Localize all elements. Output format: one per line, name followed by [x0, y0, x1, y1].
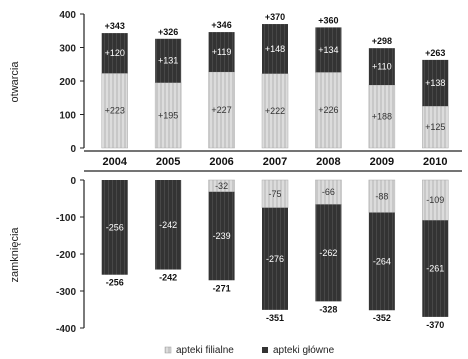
top-label-apteki-filialne-2005: +195	[158, 110, 178, 120]
top-y-tick-label: 300	[59, 44, 76, 55]
top-bar-apteki-filialne-2004	[101, 73, 128, 149]
category-label-2005: 2005	[156, 156, 180, 168]
top-label-apteki-glowne-2009: +110	[372, 62, 392, 72]
top-bar-apteki-glowne-2008	[315, 27, 342, 73]
category-label-2007: 2007	[263, 156, 287, 168]
top-y-tick-label: 200	[59, 77, 76, 88]
top-total-label-2005: +326	[158, 27, 178, 37]
bottom-total-label-2004: -256	[106, 278, 124, 288]
bottom-bar-apteki-glowne-2005	[155, 180, 182, 270]
category-label-2006: 2006	[209, 156, 233, 168]
top-total-label-2004: +343	[105, 21, 125, 31]
bottom-label-apteki-glowne-2009: -264	[373, 256, 391, 266]
bottom-label-apteki-filialne-2007: -75	[268, 189, 281, 199]
top-y-tick-label: 100	[59, 111, 76, 122]
bottom-bar-apteki-glowne-2009	[368, 212, 395, 311]
top-label-apteki-filialne-2006: +227	[211, 105, 231, 115]
bottom-bar-apteki-filialne-2007	[261, 179, 289, 208]
category-label-2010: 2010	[423, 156, 447, 168]
top-label-apteki-glowne-2006: +119	[212, 47, 232, 57]
bottom-label-apteki-glowne-2007: -276	[266, 254, 284, 264]
top-total-label-2010: +263	[425, 48, 445, 58]
category-label-2004: 2004	[102, 156, 127, 168]
top-label-apteki-filialne-2010: +125	[425, 122, 445, 132]
bottom-label-apteki-glowne-2010: -261	[426, 264, 444, 274]
top-total-label-2009: +298	[372, 36, 392, 46]
legend-label-apteki-glowne: apteki główne	[273, 345, 335, 356]
bottom-y-tick-label: -200	[56, 250, 76, 261]
bottom-y-tick-label: -300	[56, 287, 76, 298]
bottom-label-apteki-glowne-2006: -239	[213, 231, 231, 241]
bottom-total-label-2005: -242	[159, 273, 177, 283]
bottom-bar-apteki-filialne-2010	[422, 179, 449, 221]
bottom-y-tick-label: 0	[70, 176, 76, 187]
top-bar-apteki-glowne-2005	[155, 38, 182, 83]
top-total-label-2007: +370	[265, 12, 285, 22]
top-total-label-2008: +360	[318, 15, 338, 25]
bottom-panel-closings: 0 -100 -200 -300 -400 -256 -256 -242 -242 -32 -239…	[56, 176, 449, 335]
bottom-bar-apteki-glowne-2008	[315, 204, 342, 302]
top-bar-apteki-glowne-2006	[208, 32, 235, 72]
bottom-y-tick-label: -400	[56, 324, 76, 335]
top-label-apteki-filialne-2004: +223	[105, 106, 125, 116]
legend-swatch-apteki-glowne	[262, 347, 268, 353]
category-axis: 2004 2005 2006 2007 2008 2009 2010	[84, 150, 462, 172]
top-label-apteki-glowne-2004: +120	[105, 48, 125, 58]
top-bar-apteki-glowne-2010	[422, 59, 449, 107]
top-label-apteki-filialne-2009: +188	[372, 112, 392, 122]
top-total-label-2006: +346	[211, 20, 231, 30]
top-panel-openings: 0 100 200 300 400 +223 +120 +343 +195 +131 +326 +22…	[59, 10, 449, 155]
bottom-label-apteki-glowne-2005: -242	[159, 220, 177, 230]
top-label-apteki-glowne-2010: +138	[425, 78, 445, 88]
bottom-label-apteki-filialne-2006: -32	[215, 181, 228, 191]
top-bar-apteki-glowne-2007	[262, 24, 288, 74]
bottom-total-label-2008: -328	[319, 304, 337, 314]
top-bar-apteki-glowne-2009	[368, 48, 395, 86]
legend-swatch-apteki-filialne	[164, 346, 172, 354]
category-label-2009: 2009	[370, 156, 394, 168]
top-label-apteki-glowne-2007: +148	[265, 44, 285, 54]
bottom-bar-apteki-glowne-2004	[101, 180, 128, 275]
top-bar-apteki-filialne-2009	[368, 84, 396, 149]
bottom-label-apteki-glowne-2008: -262	[319, 248, 337, 258]
top-bar-apteki-filialne-2010	[422, 105, 449, 149]
bottom-bar-apteki-glowne-2007	[262, 207, 288, 310]
bottom-y-tick-label: -100	[56, 213, 76, 224]
top-bar-apteki-filialne-2008	[315, 72, 342, 149]
category-label-2008: 2008	[316, 156, 340, 168]
bottom-total-label-2009: -352	[373, 313, 391, 323]
top-bar-apteki-filialne-2007	[261, 73, 289, 149]
bottom-total-label-2006: -271	[213, 283, 231, 293]
top-label-apteki-glowne-2005: +131	[158, 56, 178, 66]
bottom-bar-apteki-glowne-2010	[422, 220, 449, 317]
bottom-label-apteki-glowne-2004: -256	[106, 222, 124, 232]
bottom-y-axis-title: zamknięcia	[9, 227, 21, 283]
top-y-tick-label: 0	[70, 144, 76, 155]
bottom-label-apteki-filialne-2008: -66	[322, 187, 335, 197]
bottom-label-apteki-filialne-2010: -109	[426, 195, 444, 205]
top-y-tick-label: 400	[59, 10, 76, 21]
top-label-apteki-filialne-2007: +222	[265, 106, 285, 116]
bottom-total-label-2010: -370	[426, 320, 444, 330]
top-bar-apteki-glowne-2004	[101, 33, 128, 74]
top-bar-apteki-filialne-2005	[154, 82, 182, 149]
top-label-apteki-glowne-2008: +134	[318, 45, 338, 55]
legend: apteki filialne apteki główne	[164, 345, 335, 356]
top-label-apteki-filialne-2008: +226	[318, 105, 338, 115]
legend-label-apteki-filialne: apteki filialne	[176, 345, 234, 356]
bottom-bar-apteki-glowne-2006	[208, 191, 235, 281]
bottom-label-apteki-filialne-2009: -88	[375, 191, 388, 201]
bottom-total-label-2007: -351	[266, 313, 284, 323]
top-y-axis-title: otwarcia	[9, 61, 21, 103]
